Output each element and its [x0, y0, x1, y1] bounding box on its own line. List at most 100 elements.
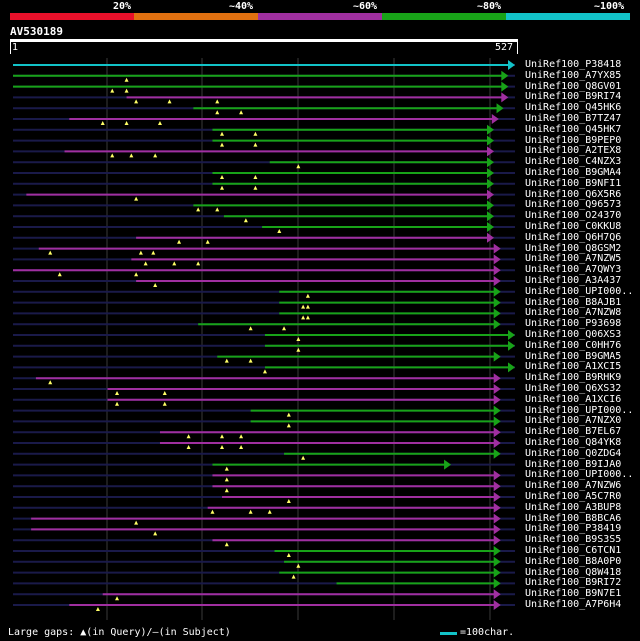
- hit-row[interactable]: [13, 124, 515, 136]
- hit-label[interactable]: UniRef100_B8AJB1: [525, 296, 622, 308]
- hit-label[interactable]: UniRef100_Q8GV01: [525, 80, 622, 92]
- hit-row[interactable]: [13, 222, 515, 233]
- hit-label[interactable]: UniRef100_B9RI72: [525, 577, 622, 589]
- hit-label[interactable]: UniRef100_A7QWY3: [525, 264, 622, 276]
- hit-label[interactable]: UniRef100_A7NZW8: [525, 307, 622, 319]
- hit-label[interactable]: UniRef100_C6TCN1: [525, 545, 622, 556]
- hit-row[interactable]: [13, 362, 515, 374]
- hit-label[interactable]: UniRef100_B9NFI1: [525, 177, 622, 189]
- hit-label[interactable]: UniRef100_Q06XS3: [525, 329, 622, 340]
- hit-row[interactable]: [13, 556, 515, 568]
- hit-row[interactable]: [13, 567, 515, 579]
- hit-label[interactable]: UniRef100_B8BCA6: [525, 512, 622, 524]
- hit-row[interactable]: [13, 502, 515, 514]
- hit-label[interactable]: UniRef100_UPI000..: [525, 285, 634, 297]
- hit-row[interactable]: [13, 330, 515, 341]
- hit-label[interactable]: UniRef100_C0KKU8: [525, 221, 622, 232]
- hit-label[interactable]: UniRef100_B9RI74: [525, 91, 622, 103]
- hit-row[interactable]: [13, 189, 515, 201]
- hit-row[interactable]: [13, 373, 515, 385]
- hit-label[interactable]: UniRef100_B9RHK9: [525, 372, 622, 384]
- hit-row[interactable]: [13, 60, 515, 70]
- hit-row[interactable]: [13, 265, 515, 277]
- hit-label[interactable]: UniRef100_C0HH76: [525, 339, 622, 351]
- hit-label[interactable]: UniRef100_O24370: [525, 210, 622, 222]
- hit-label[interactable]: UniRef100_P38418: [525, 59, 622, 70]
- hit-row[interactable]: [13, 448, 515, 460]
- hit-label[interactable]: UniRef100_Q96573: [525, 199, 622, 211]
- hit-label[interactable]: UniRef100_A3A437: [525, 275, 622, 286]
- hit-row[interactable]: [13, 340, 515, 352]
- hit-row[interactable]: [13, 470, 515, 482]
- hit-label[interactable]: UniRef100_C4NZX3: [525, 156, 622, 168]
- hit-label[interactable]: UniRef100_A1XCI5: [525, 361, 622, 373]
- hit-row[interactable]: [13, 146, 515, 158]
- hit-row[interactable]: [13, 394, 515, 406]
- hit-row[interactable]: [13, 308, 515, 320]
- hit-label[interactable]: UniRef100_P93698: [525, 318, 622, 330]
- hit-row[interactable]: [13, 254, 515, 266]
- hit-row[interactable]: [13, 276, 515, 287]
- hit-label[interactable]: UniRef100_A1XCI6: [525, 393, 622, 405]
- hit-label[interactable]: UniRef100_B9S3S5: [525, 534, 622, 546]
- hit-label[interactable]: UniRef100_A7YX85: [525, 69, 622, 81]
- hit-label[interactable]: UniRef100_Q6X5R6: [525, 188, 622, 200]
- hit-row[interactable]: [13, 351, 515, 363]
- hit-label[interactable]: UniRef100_A2TEX8: [525, 145, 622, 157]
- hit-label[interactable]: UniRef100_Q45HK6: [525, 102, 622, 114]
- hit-row[interactable]: [13, 459, 515, 471]
- hit-row[interactable]: [13, 243, 515, 255]
- hit-label[interactable]: UniRef100_A3BUP8: [525, 501, 622, 513]
- hit-label[interactable]: UniRef100_A5C7R0: [525, 491, 622, 502]
- hit-row[interactable]: [13, 297, 515, 309]
- hit-row[interactable]: [13, 427, 515, 439]
- hit-row[interactable]: [13, 232, 515, 244]
- hit-label[interactable]: UniRef100_Q6H7Q6: [525, 231, 622, 243]
- hit-row[interactable]: [13, 200, 515, 212]
- hit-row[interactable]: [13, 157, 515, 169]
- hit-row[interactable]: [13, 168, 515, 179]
- hit-label[interactable]: UniRef100_B9IJA0: [525, 458, 622, 470]
- hit-label[interactable]: UniRef100_A7P6H4: [525, 599, 622, 610]
- hit-row[interactable]: [13, 481, 515, 493]
- hit-row[interactable]: [13, 178, 515, 190]
- hit-label[interactable]: UniRef100_Q0ZDG4: [525, 447, 622, 459]
- hit-label[interactable]: UniRef100_A7NZW5: [525, 253, 622, 265]
- hit-row[interactable]: [13, 589, 515, 601]
- hit-label[interactable]: UniRef100_B9PEP0: [525, 134, 622, 146]
- hit-label[interactable]: UniRef100_B9GMA4: [525, 167, 622, 178]
- hit-row[interactable]: [13, 92, 515, 104]
- hit-label[interactable]: UniRef100_UPI000..: [525, 404, 634, 416]
- hit-row[interactable]: [13, 416, 515, 428]
- hit-label[interactable]: UniRef100_UPI000..: [525, 469, 634, 481]
- hit-row[interactable]: [13, 114, 515, 125]
- hit-row[interactable]: [13, 546, 515, 557]
- hit-label[interactable]: UniRef100_Q84YK8: [525, 437, 622, 448]
- hit-row[interactable]: [13, 319, 515, 331]
- hit-row[interactable]: [13, 524, 515, 536]
- hit-row[interactable]: [13, 535, 515, 547]
- hit-row[interactable]: [13, 286, 515, 298]
- hit-label[interactable]: UniRef100_Q8W418: [525, 566, 622, 578]
- hit-label[interactable]: UniRef100_Q6XS32: [525, 383, 622, 394]
- hit-label[interactable]: UniRef100_B7TZ47: [525, 113, 622, 124]
- hit-row[interactable]: [13, 135, 515, 147]
- hit-row[interactable]: [13, 70, 515, 82]
- hit-row[interactable]: [13, 578, 515, 589]
- hit-label[interactable]: UniRef100_Q45HK7: [525, 123, 622, 135]
- hit-label[interactable]: UniRef100_B8A0P0: [525, 555, 622, 567]
- hit-row[interactable]: [13, 492, 515, 503]
- hit-row[interactable]: [13, 438, 515, 449]
- hit-row[interactable]: [13, 81, 515, 93]
- hit-label[interactable]: UniRef100_P38419: [525, 523, 622, 535]
- hit-row[interactable]: [13, 211, 515, 223]
- hit-label[interactable]: UniRef100_B9GMA5: [525, 350, 622, 362]
- hit-row[interactable]: [13, 103, 515, 115]
- hit-row[interactable]: [13, 513, 515, 525]
- hit-label[interactable]: UniRef100_Q8GSM2: [525, 242, 622, 254]
- hit-row[interactable]: [13, 600, 515, 611]
- hit-label[interactable]: UniRef100_B7EL67: [525, 426, 622, 438]
- hit-label[interactable]: UniRef100_A7NZW6: [525, 480, 622, 492]
- hit-row[interactable]: [13, 384, 515, 395]
- hit-label[interactable]: UniRef100_A7NZX0: [525, 415, 622, 427]
